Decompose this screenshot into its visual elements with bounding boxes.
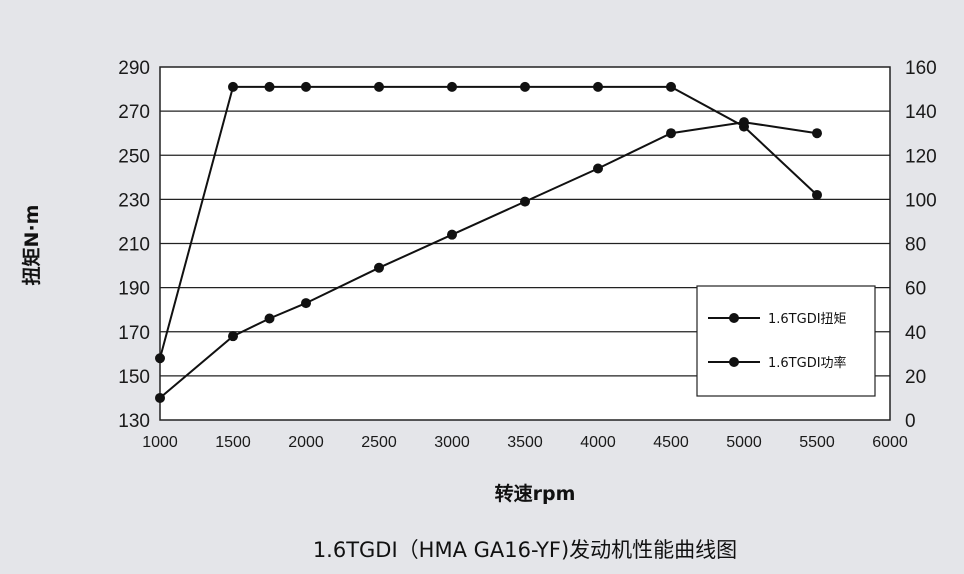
left-tick-label: 270 (118, 102, 150, 123)
right-tick-label: 20 (905, 367, 926, 388)
right-tick-label: 40 (905, 323, 926, 344)
legend: 1.6TGDI扭矩 1.6TGDI功率 (696, 285, 876, 397)
x-tick-label: 6000 (872, 434, 908, 451)
x-tick-label: 2000 (288, 434, 324, 451)
legend-marker-power (729, 357, 739, 367)
data-point (447, 229, 457, 240)
data-point (301, 81, 311, 92)
legend-box (696, 285, 876, 397)
x-tick-label: 5000 (726, 434, 762, 451)
data-point (666, 128, 676, 139)
right-tick-label: 60 (905, 279, 926, 300)
data-point (155, 392, 165, 403)
x-tick-label: 1000 (142, 434, 178, 451)
left-tick-label: 250 (118, 146, 150, 167)
data-point (812, 128, 822, 139)
data-point (374, 81, 384, 92)
data-point (447, 81, 457, 92)
data-point (593, 163, 603, 174)
data-point (739, 117, 749, 128)
left-tick-label: 290 (118, 58, 150, 79)
data-point (264, 81, 275, 92)
right-axis-ticks: 0 20 40 60 80 100 120 140 160 (905, 58, 937, 432)
data-point (228, 81, 238, 92)
series-0 (155, 81, 822, 364)
right-tick-label: 140 (905, 102, 937, 123)
data-point (593, 81, 603, 92)
x-tick-label: 1500 (215, 434, 251, 451)
right-tick-label: 100 (905, 190, 937, 211)
legend-label-torque: 1.6TGDI扭矩 (768, 312, 847, 327)
data-point (520, 81, 530, 92)
x-axis-label: 转速rpm (495, 482, 576, 505)
right-tick-label: 0 (905, 411, 916, 432)
left-tick-label: 130 (118, 411, 150, 432)
data-point (264, 313, 275, 324)
x-tick-label: 5500 (799, 434, 835, 451)
data-point (301, 298, 311, 309)
data-point (666, 81, 676, 92)
chart-title: 1.6TGDI（HMA GA16-YF)发动机性能曲线图 (313, 538, 737, 562)
y-axis-label: 扭矩N·m (20, 205, 43, 286)
left-axis-ticks: 130 150 170 190 210 230 250 270 290 (118, 58, 150, 432)
data-point (520, 196, 530, 207)
left-tick-label: 190 (118, 279, 150, 300)
legend-marker-torque (729, 313, 739, 323)
left-tick-label: 150 (118, 367, 150, 388)
data-point (812, 189, 822, 200)
x-tick-label: 3500 (507, 434, 543, 451)
right-tick-label: 80 (905, 235, 926, 256)
x-tick-label: 2500 (361, 434, 397, 451)
x-tick-label: 4000 (580, 434, 616, 451)
left-tick-label: 230 (118, 190, 150, 211)
x-tick-label: 4500 (653, 434, 689, 451)
data-point (228, 331, 238, 342)
series-1 (155, 117, 822, 403)
right-tick-label: 120 (905, 146, 937, 167)
series-layer (155, 81, 822, 403)
legend-label-power: 1.6TGDI功率 (768, 355, 847, 371)
data-point (374, 262, 384, 273)
left-tick-label: 170 (118, 323, 150, 344)
data-point (155, 353, 165, 364)
x-tick-label: 3000 (434, 434, 470, 451)
left-tick-label: 210 (118, 235, 150, 256)
x-axis-ticks: 1000 1500 2000 2500 3000 3500 4000 4500 5000 5500… (142, 434, 908, 451)
right-tick-label: 160 (905, 58, 937, 79)
